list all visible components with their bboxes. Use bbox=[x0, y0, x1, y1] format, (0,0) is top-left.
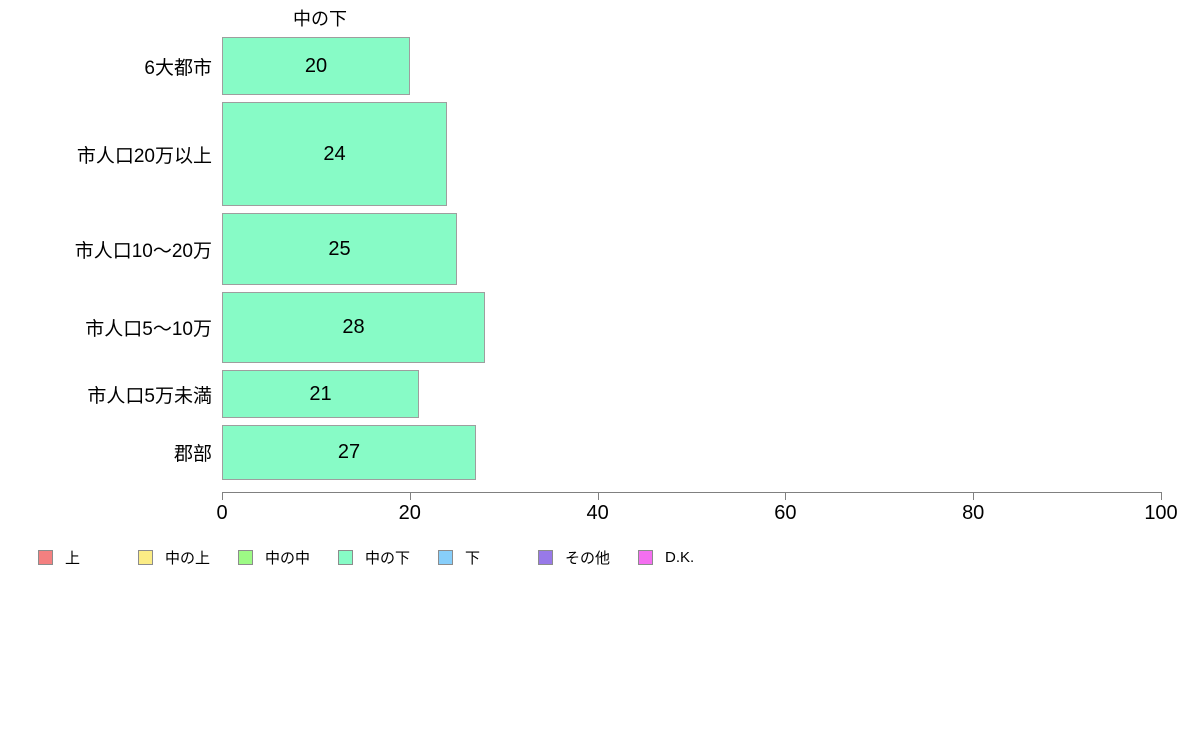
bar: 24 bbox=[222, 102, 447, 206]
legend-item: 中の上 bbox=[138, 548, 211, 567]
legend-label: 中の上 bbox=[165, 549, 211, 567]
bar: 20 bbox=[222, 37, 410, 95]
category-label: 6大都市 bbox=[144, 57, 212, 79]
legend-label: 中の中 bbox=[265, 549, 311, 567]
x-axis-tick-label: 0 bbox=[216, 502, 228, 524]
x-axis-tick-mark bbox=[785, 492, 787, 500]
bar-value-label: 20 bbox=[304, 54, 328, 77]
bar-value-label: 24 bbox=[323, 142, 346, 165]
legend-swatch bbox=[38, 549, 53, 565]
legend-swatch bbox=[638, 549, 653, 565]
legend-item: 下 bbox=[438, 548, 481, 567]
x-axis-tick-label: 40 bbox=[586, 502, 609, 524]
x-axis-tick-label: 20 bbox=[398, 502, 421, 524]
category-label: 郡部 bbox=[173, 444, 212, 465]
category-label: 市人口5万未満 bbox=[87, 385, 212, 407]
legend-item: D.K. bbox=[638, 548, 694, 566]
legend-label: その他 bbox=[565, 549, 611, 567]
x-axis-tick-mark bbox=[597, 492, 599, 500]
legend-label: 下 bbox=[465, 549, 481, 567]
x-axis-tick-label: 80 bbox=[962, 502, 985, 524]
legend-swatch bbox=[138, 549, 153, 565]
bar-value-label: 28 bbox=[342, 316, 365, 338]
legend-swatch bbox=[338, 549, 353, 565]
category-label: 市人口10〜20万 bbox=[74, 240, 212, 262]
legend-label: 上 bbox=[65, 549, 81, 567]
x-axis-tick-label: 100 bbox=[1144, 502, 1178, 524]
legend-item: 中の下 bbox=[338, 548, 411, 567]
bar-value-label: 21 bbox=[309, 382, 332, 405]
bar: 25 bbox=[222, 213, 457, 285]
bar: 28 bbox=[222, 292, 485, 363]
legend-swatch bbox=[438, 549, 453, 565]
bar: 21 bbox=[222, 370, 419, 418]
legend-item: 上 bbox=[38, 548, 81, 567]
legend-label: 中の下 bbox=[365, 549, 411, 567]
x-axis-tick-mark bbox=[1161, 492, 1162, 500]
x-axis-line bbox=[222, 492, 1162, 493]
x-axis-tick-label: 60 bbox=[774, 502, 797, 524]
bar-value-label: 25 bbox=[328, 237, 351, 260]
bar: 27 bbox=[222, 425, 476, 480]
chart-title: 中の下 bbox=[293, 9, 347, 29]
x-axis-tick-mark bbox=[222, 492, 223, 500]
legend-swatch bbox=[538, 549, 553, 565]
legend-item: 中の中 bbox=[238, 548, 311, 567]
legend-swatch bbox=[238, 549, 253, 565]
bar-value-label: 27 bbox=[337, 441, 361, 463]
x-axis-tick-mark bbox=[973, 492, 975, 500]
category-label: 市人口5〜10万 bbox=[85, 319, 212, 340]
category-label: 市人口20万以上 bbox=[76, 145, 212, 167]
legend-item: その他 bbox=[538, 548, 611, 567]
x-axis-tick-mark bbox=[409, 492, 411, 500]
legend-label: D.K. bbox=[665, 548, 695, 566]
